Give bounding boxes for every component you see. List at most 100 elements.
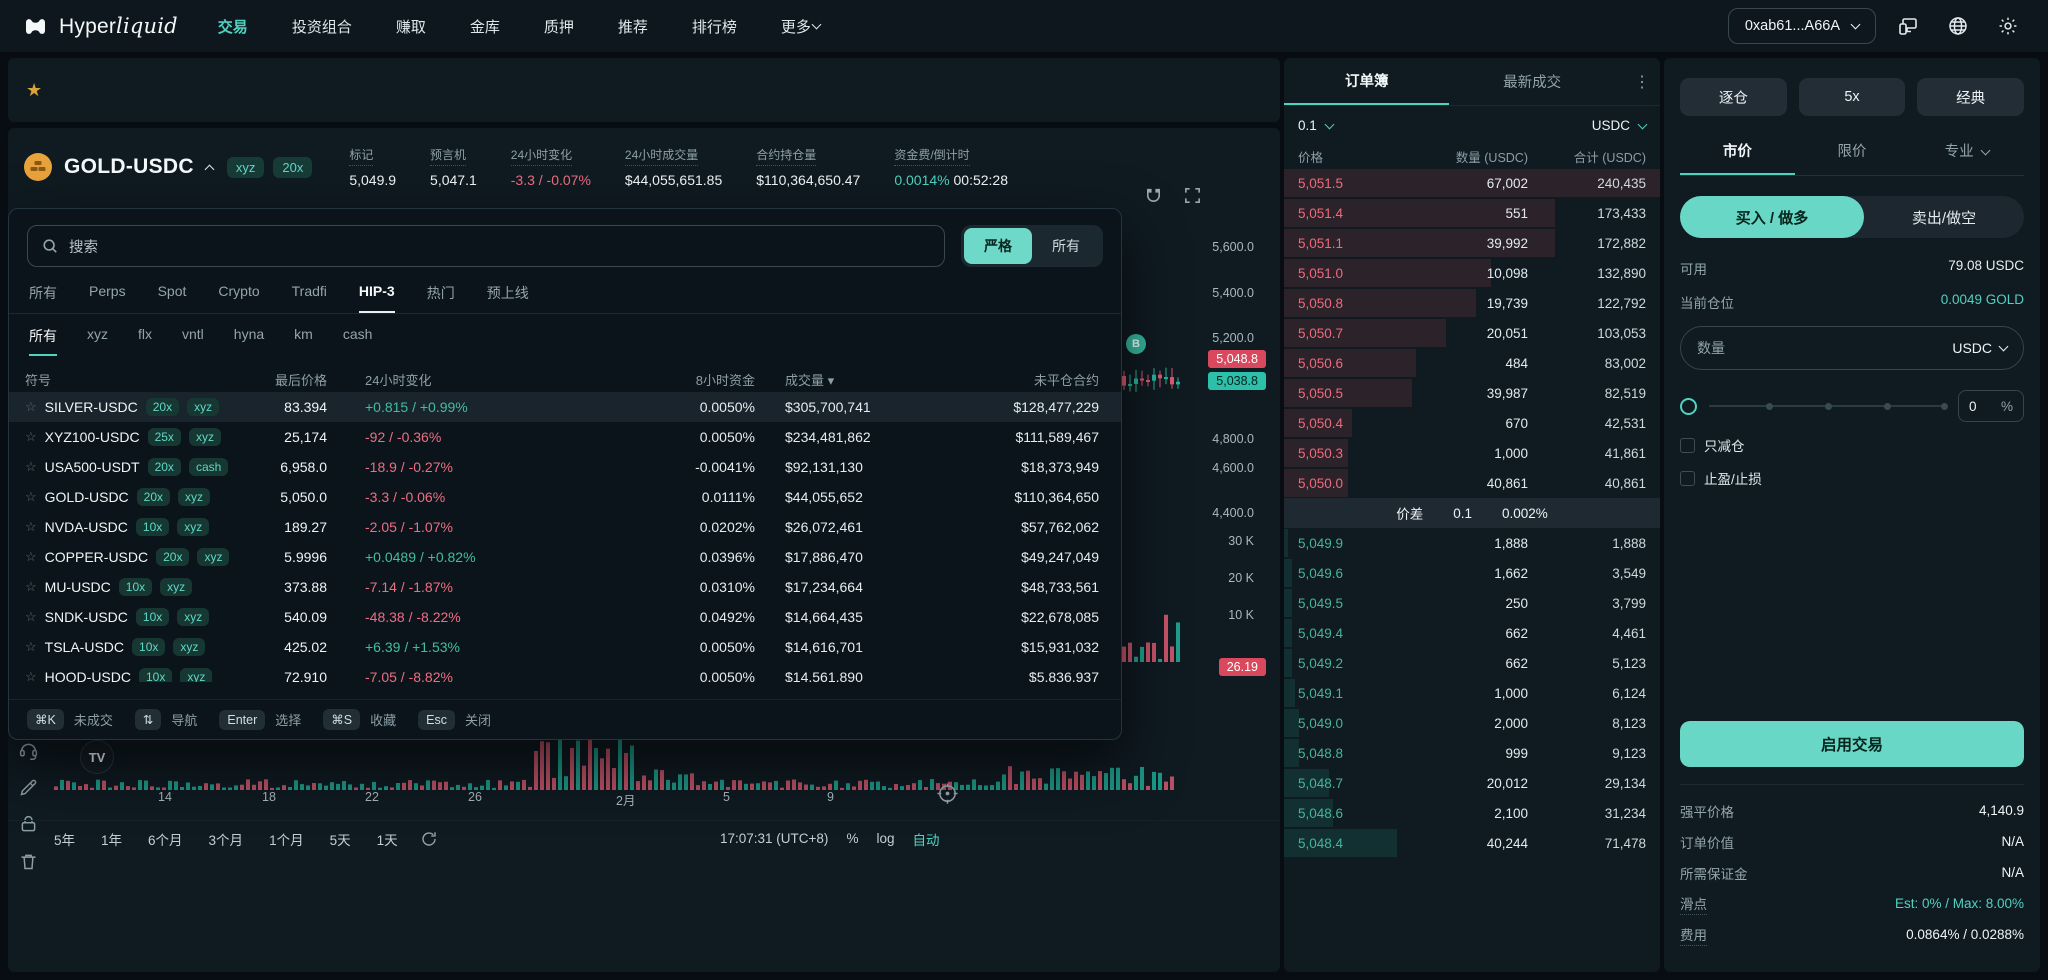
pair-title[interactable]: GOLD-USDC (64, 155, 194, 178)
orderbook-ask-row[interactable]: 5,050.3 1,000 41,861 (1284, 438, 1660, 468)
favorite-star-icon[interactable]: ★ (26, 79, 43, 100)
favorite-star-icon[interactable]: ☆ (25, 669, 37, 682)
range-button-5天[interactable]: 5天 (329, 832, 351, 848)
search-tab-Spot[interactable]: Spot (157, 283, 187, 299)
size-unit-select[interactable]: USDC (1952, 340, 2009, 356)
sell-short-button[interactable]: 卖出/做空 (1911, 209, 1977, 227)
nav-item-2[interactable]: 投资组合 (292, 16, 352, 37)
search-tab-Tradfi[interactable]: Tradfi (291, 283, 327, 299)
draw-pencil-icon[interactable] (18, 777, 39, 798)
orderbook-ask-row[interactable]: 5,051.0 10,098 132,890 (1284, 258, 1660, 288)
search-tab-所有[interactable]: 所有 (29, 285, 57, 301)
search-result-row[interactable]: ☆ USA500-USDT 20x cash 6,958.0 -18.9 / -0.27%… (9, 452, 1121, 482)
range-button-1个月[interactable]: 1个月 (269, 832, 304, 848)
range-button-3个月[interactable]: 3个月 (208, 832, 244, 848)
tradingview-logo[interactable]: TV (80, 740, 114, 774)
all-button[interactable]: 所有 (1052, 238, 1080, 254)
orderbook-bid-row[interactable]: 5,049.5 250 3,799 (1284, 588, 1660, 618)
settings-gear-icon[interactable] (1990, 8, 2026, 44)
nav-item-4[interactable]: 金库 (470, 16, 500, 37)
tab-recent-trades[interactable]: 最新成交 (1503, 75, 1562, 91)
search-result-row[interactable]: ☆ GOLD-USDC 20x xyz 5,050.0 -3.3 / -0.06% 0.01… (9, 482, 1121, 512)
tab-market[interactable]: 市价 (1680, 140, 1795, 175)
favorite-star-icon[interactable]: ☆ (25, 579, 37, 594)
orderbook-bid-row[interactable]: 5,049.4 662 4,461 (1284, 618, 1660, 648)
search-tab-Crypto[interactable]: Crypto (218, 283, 260, 299)
slider-knob[interactable] (1680, 397, 1697, 415)
favorite-star-icon[interactable]: ☆ (25, 429, 37, 444)
brand[interactable]: Hyperliquid (22, 13, 178, 40)
slider-track[interactable] (1709, 402, 1949, 410)
orderbook-ask-row[interactable]: 5,050.7 20,051 103,053 (1284, 318, 1660, 348)
nav-item-3[interactable]: 赚取 (396, 16, 426, 37)
fullscreen-icon[interactable] (1183, 186, 1202, 205)
size-input[interactable]: 数量 USDC (1680, 326, 2024, 370)
search-result-row[interactable]: ☆ COPPER-USDC 20x xyz 5.9996 +0.0489 / +0.82%… (9, 542, 1121, 572)
kebab-menu-icon[interactable]: ⋮ (1634, 74, 1650, 91)
range-button-1天[interactable]: 1天 (376, 832, 398, 848)
orderbook-bid-row[interactable]: 5,048.6 2,100 31,234 (1284, 798, 1660, 828)
tab-limit[interactable]: 限价 (1837, 144, 1867, 160)
log-scale-button[interactable]: log (876, 831, 895, 846)
nav-item-7[interactable]: 排行榜 (692, 16, 737, 37)
buy-long-button[interactable]: 买入 / 做多 (1680, 196, 1864, 238)
search-subtab-flx[interactable]: flx (138, 326, 152, 342)
orderbook-bid-row[interactable]: 5,049.2 662 5,123 (1284, 648, 1660, 678)
search-result-row[interactable]: ☆ NVDA-USDC 10x xyz 189.27 -2.05 / -1.07% 0.02… (9, 512, 1121, 542)
enable-trading-button[interactable]: 启用交易 (1680, 721, 2024, 767)
orderbook-bid-row[interactable]: 5,049.0 2,000 8,123 (1284, 708, 1660, 738)
orderbook-ask-row[interactable]: 5,050.6 484 83,002 (1284, 348, 1660, 378)
search-result-row[interactable]: ☆ MU-USDC 10x xyz 373.88 -7.14 / -1.87% 0.0310… (9, 572, 1121, 602)
orderbook-bid-row[interactable]: 5,048.4 40,244 71,478 (1284, 828, 1660, 858)
orderbook-ask-row[interactable]: 5,050.4 670 42,531 (1284, 408, 1660, 438)
leverage-button[interactable]: 5x (1798, 78, 1906, 116)
reduce-only-checkbox[interactable] (1680, 437, 1695, 453)
orderbook-bid-row[interactable]: 5,049.6 1,662 3,549 (1284, 558, 1660, 588)
range-button-5年[interactable]: 5年 (54, 832, 76, 848)
range-button-1年[interactable]: 1年 (101, 832, 123, 848)
favorite-star-icon[interactable]: ☆ (25, 489, 37, 504)
favorite-star-icon[interactable]: ☆ (25, 639, 37, 654)
orderbook-bid-row[interactable]: 5,048.7 20,012 29,134 (1284, 768, 1660, 798)
devices-icon[interactable] (1890, 8, 1926, 44)
search-input[interactable]: 搜索 (27, 225, 945, 267)
unit-select[interactable]: USDC (1592, 118, 1648, 133)
magnet-icon[interactable] (1144, 186, 1163, 205)
tick-size-select[interactable]: 0.1 (1298, 118, 1335, 133)
favorite-star-icon[interactable]: ☆ (25, 549, 37, 564)
orderbook-ask-row[interactable]: 5,050.5 39,987 82,519 (1284, 378, 1660, 408)
search-result-row[interactable]: ☆ SNDK-USDC 10x xyz 540.09 -48.38 / -8.22% 0.0… (9, 602, 1121, 632)
chart-time-axis[interactable]: 14 18 22 26 2月 5 9 (8, 790, 1198, 812)
range-button-6个月[interactable]: 6个月 (148, 832, 183, 848)
orderbook-bid-row[interactable]: 5,049.1 1,000 6,124 (1284, 678, 1660, 708)
wallet-address-button[interactable]: 0xab61...A66A (1727, 8, 1876, 44)
auto-scale-button[interactable]: 自动 (912, 832, 940, 848)
strict-button[interactable]: 严格 (964, 228, 1032, 264)
search-subtab-vntl[interactable]: vntl (182, 326, 204, 342)
tpsl-checkbox[interactable] (1680, 470, 1695, 486)
slider-percent-box[interactable]: 0 % (1958, 390, 2024, 422)
support-headset-icon[interactable] (18, 740, 39, 761)
search-subtab-hyna[interactable]: hyna (233, 326, 265, 342)
tab-orderbook[interactable]: 订单簿 (1284, 58, 1450, 105)
tab-pro[interactable]: 专业 (1909, 140, 2024, 175)
orderbook-bid-row[interactable]: 5,048.8 999 9,123 (1284, 738, 1660, 768)
volume-sort-header[interactable]: 成交量 ▾ (785, 372, 835, 388)
nav-item-6[interactable]: 推荐 (618, 16, 648, 37)
favorite-star-icon[interactable]: ☆ (25, 399, 37, 414)
orderbook-ask-row[interactable]: 5,050.0 40,861 40,861 (1284, 468, 1660, 498)
search-subtab-cash[interactable]: cash (342, 326, 373, 342)
refresh-icon[interactable] (420, 830, 438, 848)
search-result-row[interactable]: ☆ XYZ100-USDC 25x xyz 25,174 -92 / -0.36% 0.00… (9, 422, 1121, 452)
favorite-star-icon[interactable]: ☆ (25, 609, 37, 624)
chevron-up-icon[interactable] (204, 164, 215, 174)
orderbook-ask-row[interactable]: 5,051.5 67,002 240,435 (1284, 168, 1660, 198)
orderbook-ask-row[interactable]: 5,051.4 551 173,433 (1284, 198, 1660, 228)
search-tab-HIP-3[interactable]: HIP-3 (358, 283, 395, 313)
orderbook-spread-row[interactable]: 价差 0.1 0.002% (1284, 498, 1660, 528)
chart-clock[interactable]: 17:07:31 (UTC+8) (720, 831, 829, 846)
trade-style-button[interactable]: 经典 (1917, 78, 2025, 116)
favorite-star-icon[interactable]: ☆ (25, 459, 37, 474)
orderbook-ask-row[interactable]: 5,050.8 19,739 122,792 (1284, 288, 1660, 318)
search-tab-预上线[interactable]: 预上线 (486, 285, 529, 301)
